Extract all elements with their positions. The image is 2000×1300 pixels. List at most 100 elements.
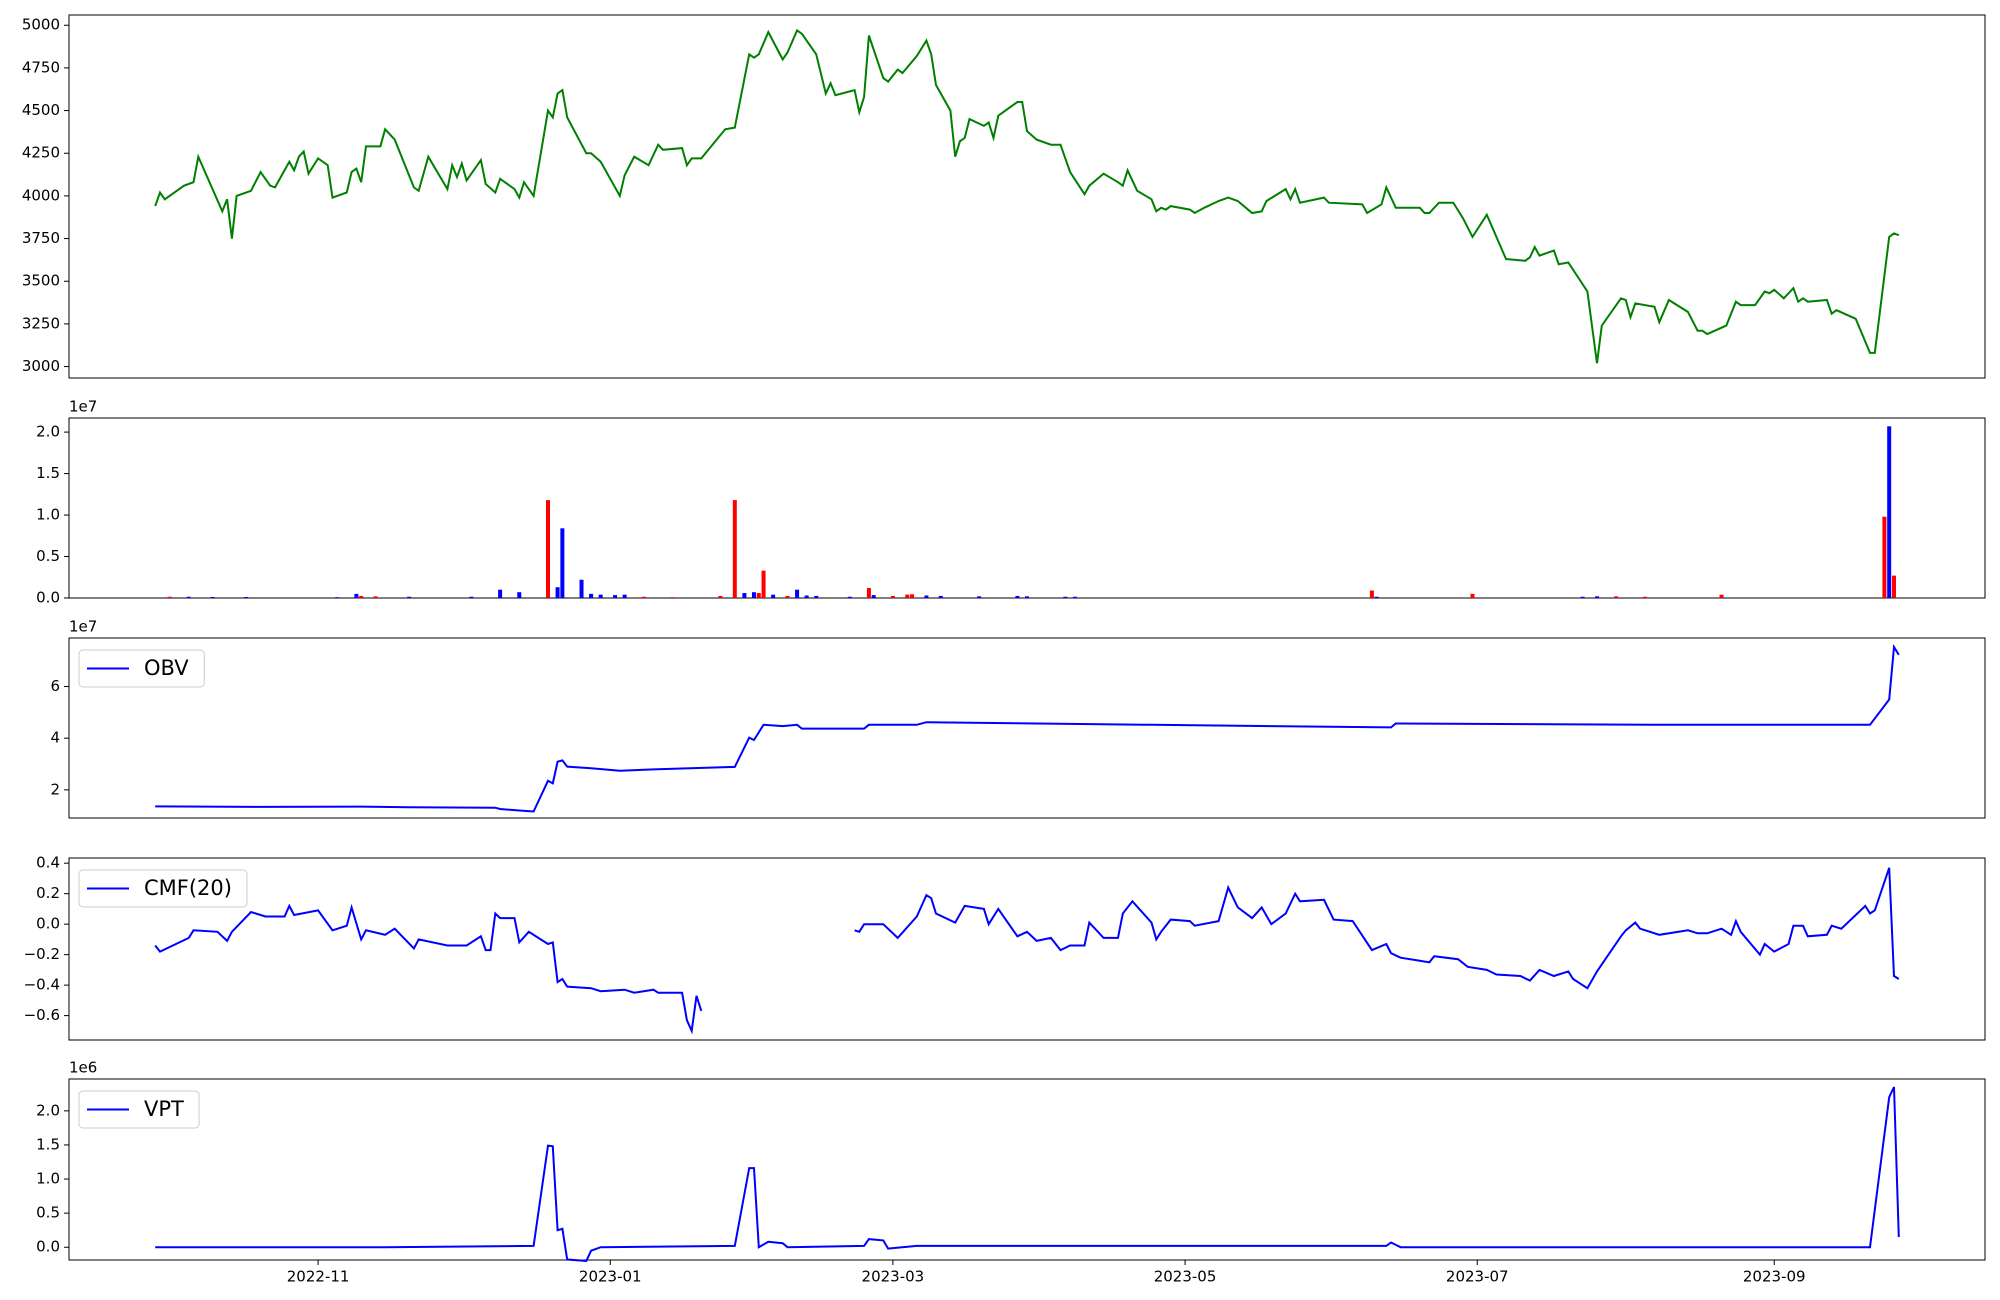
bar — [1882, 516, 1887, 598]
bar — [732, 500, 737, 598]
x-tick-label: 2023-09 — [1743, 1268, 1806, 1286]
offset-text: 1e7 — [69, 398, 97, 416]
bar — [407, 596, 412, 598]
y-tick-label: 0.0 — [36, 915, 60, 933]
y-tick-label: 0.0 — [36, 589, 60, 607]
x-tick-label: 2023-01 — [579, 1268, 642, 1286]
x-tick-label: 2023-03 — [862, 1268, 925, 1286]
legend-label: VPT — [144, 1097, 184, 1121]
bar — [847, 596, 852, 598]
bar — [871, 595, 876, 598]
axes-frame — [68, 1078, 1986, 1261]
bar — [1374, 596, 1379, 598]
y-tick-label: 5000 — [22, 16, 60, 34]
bar — [905, 594, 910, 598]
bar — [1470, 593, 1475, 598]
bar — [1719, 594, 1724, 598]
y-tick-label: 2 — [50, 780, 60, 798]
x-tick-label: 2023-07 — [1446, 1268, 1509, 1286]
bar — [641, 596, 646, 598]
bar — [579, 579, 584, 598]
bar — [771, 594, 776, 598]
y-tick-label: 1.0 — [36, 506, 60, 524]
legend-box — [78, 649, 205, 688]
y-tick-label: 4 — [50, 729, 60, 747]
line — [154, 28, 1900, 364]
axes-frame — [68, 857, 1986, 1041]
bar — [560, 528, 565, 598]
y-tick-label: 3500 — [22, 272, 60, 290]
bar — [785, 595, 790, 598]
bar — [517, 592, 522, 598]
bar — [1072, 596, 1077, 598]
bar — [804, 595, 809, 598]
bar — [1580, 596, 1585, 598]
bar — [866, 588, 871, 598]
bar — [354, 593, 359, 598]
bar — [1595, 596, 1600, 598]
y-tick-label: 4250 — [22, 144, 60, 162]
axes-frame — [68, 637, 1986, 819]
bar — [1015, 595, 1020, 598]
bar — [924, 595, 929, 598]
legend-box — [78, 869, 248, 908]
x-tick-label: 2023-05 — [1154, 1268, 1217, 1286]
bar — [589, 593, 594, 598]
bar — [498, 589, 503, 598]
bar — [186, 596, 191, 598]
y-tick-label: 0.2 — [36, 884, 60, 902]
axes-frame — [68, 14, 1986, 379]
bar — [622, 594, 627, 598]
bar — [1891, 575, 1896, 598]
legend-label: OBV — [144, 656, 189, 680]
y-tick-label: 2.0 — [36, 423, 60, 441]
bar — [1025, 596, 1029, 598]
offset-text: 1e7 — [69, 618, 97, 636]
bar — [613, 595, 618, 598]
bar — [977, 596, 982, 598]
bar — [335, 597, 340, 598]
bar — [359, 595, 364, 598]
y-tick-label: 3000 — [22, 357, 60, 375]
bar — [244, 597, 249, 598]
bar — [761, 570, 766, 598]
bar — [814, 595, 819, 598]
y-tick-label: 1.5 — [36, 1135, 60, 1153]
bar — [742, 593, 747, 598]
y-tick-label: 4000 — [22, 186, 60, 204]
bar — [910, 594, 915, 598]
bar — [756, 593, 761, 598]
bar — [598, 594, 603, 598]
bar — [795, 589, 800, 598]
bar — [670, 597, 675, 598]
x-tick-label: 2022-11 — [287, 1268, 350, 1286]
bar — [1369, 590, 1374, 598]
line — [155, 643, 1900, 813]
bar — [1887, 426, 1892, 598]
line — [155, 1086, 1900, 1262]
bar — [751, 592, 756, 598]
bar — [546, 500, 550, 598]
bar — [938, 595, 943, 598]
bar — [210, 597, 215, 598]
y-tick-label: 0.4 — [36, 854, 60, 872]
legend-label: CMF(20) — [144, 876, 232, 900]
y-tick-label: 3750 — [22, 229, 60, 247]
y-tick-label: 1.0 — [36, 1170, 60, 1188]
y-tick-label: −0.4 — [24, 976, 60, 994]
line — [154, 867, 1900, 1035]
legend-box — [78, 1090, 200, 1129]
bar — [469, 596, 474, 598]
y-tick-label: −0.2 — [24, 945, 60, 963]
bar — [1642, 596, 1647, 598]
y-tick-label: 3250 — [22, 314, 60, 332]
y-tick-label: 0.0 — [36, 1238, 60, 1256]
bar — [1614, 596, 1619, 598]
bar — [890, 595, 895, 598]
offset-text: 1e6 — [69, 1059, 97, 1077]
y-tick-label: −0.6 — [24, 1006, 60, 1024]
y-tick-label: 0.5 — [36, 547, 60, 565]
bar — [373, 596, 378, 598]
